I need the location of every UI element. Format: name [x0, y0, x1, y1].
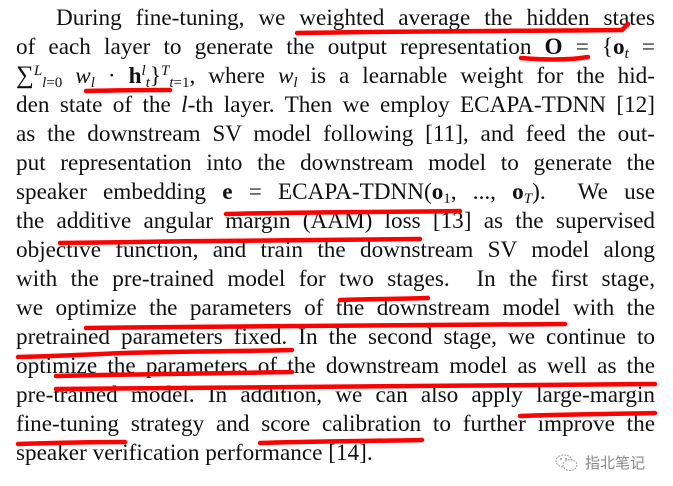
text-line: the additive angular margin (AAM) loss [… [16, 207, 655, 235]
text-segment: w [277, 63, 294, 89]
text-segment: o [431, 179, 444, 205]
text-segment: T [523, 191, 533, 207]
text-segment: , ..., [450, 179, 513, 205]
text-line: den state of the l-th layer. Then we emp… [16, 91, 655, 119]
text-segment: is a learnable weight for the hid- [297, 63, 656, 89]
text-segment: = [628, 34, 656, 60]
text-segment: ∑ [16, 62, 34, 89]
text-segment: = { [562, 34, 614, 60]
text-line: speaker verification performance [14]. [16, 439, 373, 467]
text-segment: h [128, 63, 142, 89]
text-segment: · [94, 63, 129, 89]
text-line: speaker embedding e = ECAPA-TDNN(o1, ...… [16, 178, 656, 207]
text-line: as the downstream SV model following [11… [16, 120, 655, 148]
text-segment: we optimize the parameters of the downst… [16, 295, 655, 321]
text-line: we optimize the parameters of the downst… [16, 294, 655, 322]
text-segment: o [613, 34, 625, 60]
text-segment: =0 [46, 75, 63, 91]
text-line: pre-trained model. In addition, we can a… [16, 381, 655, 409]
text-segment: speaker verification performance [14]. [16, 440, 373, 466]
text-line: During fine-tuning, we weighted average … [56, 4, 655, 32]
text-segment: w [62, 63, 91, 89]
text-segment: speaker embedding [16, 179, 223, 205]
text-line: fine-tuning strategy and score calibrati… [16, 410, 655, 438]
text-segment: =1 [173, 75, 190, 91]
text-segment: with the pre-trained model for two stage… [16, 266, 655, 292]
text-segment: l [141, 63, 146, 79]
text-segment: o [512, 179, 524, 205]
text-segment: put representation into the downstream m… [16, 150, 655, 176]
text-line: put representation into the downstream m… [16, 149, 655, 177]
text-segment: L [33, 63, 43, 79]
text-segment: ). We use [532, 179, 656, 205]
text-segment: t [169, 75, 174, 91]
watermark: 指北笔记 [555, 452, 645, 473]
watermark-text: 指北笔记 [585, 454, 646, 472]
text-segment: = ECAPA-TDNN( [232, 179, 432, 205]
text-segment: l [293, 75, 298, 91]
text-segment: O [544, 34, 563, 60]
text-segment: -th layer. Then we employ ECAPA-TDNN [12… [187, 92, 655, 118]
text-segment: } [149, 63, 162, 89]
text-segment: fine-tuning strategy and score calibrati… [16, 411, 655, 437]
text-line: of each layer to generate the output rep… [16, 33, 656, 62]
text-line: ∑Ll=0 wl · hlt}Tt=1, where wl is a learn… [16, 62, 656, 91]
text-segment: den state of the [16, 92, 182, 118]
text-line: objective function, and train the downst… [16, 236, 655, 264]
text-segment: e [222, 179, 233, 205]
text-segment: T [161, 63, 170, 79]
text-segment: objective function, and train the downst… [16, 237, 655, 263]
text-segment: t [145, 75, 150, 91]
text-segment: t [624, 46, 629, 62]
text-line: optimize the parameters of the downstrea… [16, 352, 655, 380]
text-segment: l [90, 75, 95, 91]
text-segment: as the downstream SV model following [11… [16, 121, 655, 147]
text-segment: pre-trained model. In addition, we can a… [16, 382, 655, 408]
text-segment: l [181, 92, 188, 118]
text-line: with the pre-trained model for two stage… [16, 265, 655, 293]
text-line: pretrained parameters fixed. In the seco… [16, 323, 655, 351]
text-segment: l [42, 75, 47, 91]
text-segment: pretrained parameters fixed. In the seco… [16, 324, 655, 350]
text-segment: the additive angular margin (AAM) loss [… [16, 208, 655, 234]
text-segment: of each layer to generate the output rep… [16, 34, 545, 60]
text-segment: optimize the parameters of the downstrea… [16, 353, 655, 379]
text-segment: , where [189, 63, 278, 89]
text-segment: During fine-tuning, we weighted average … [56, 5, 655, 31]
wechat-icon [555, 454, 578, 471]
text-segment: 1 [443, 191, 451, 207]
